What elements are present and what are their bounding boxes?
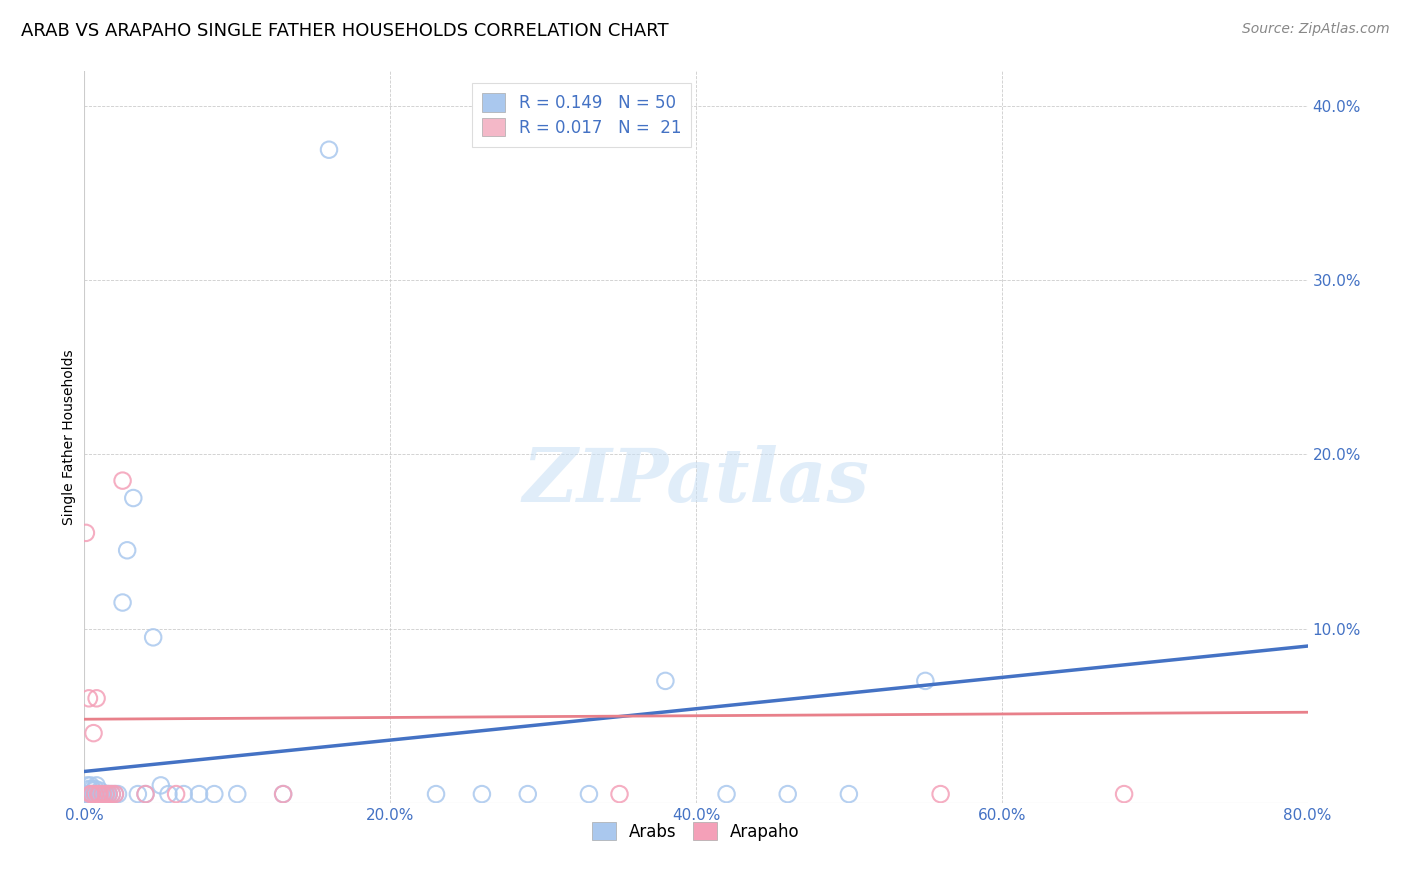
Point	[96, 787, 118, 801]
Point	[111, 595, 134, 609]
Legend: Arabs, Arapaho: Arabs, Arapaho	[583, 814, 808, 849]
Point	[77, 787, 100, 801]
Point	[83, 787, 105, 801]
Point	[79, 787, 101, 801]
Point	[77, 781, 100, 796]
Point	[115, 543, 138, 558]
Point	[188, 787, 211, 801]
Point	[838, 787, 860, 801]
Point	[89, 787, 111, 801]
Point	[89, 787, 111, 801]
Point	[101, 787, 124, 801]
Point	[173, 787, 195, 801]
Point	[271, 787, 294, 801]
Text: Source: ZipAtlas.com: Source: ZipAtlas.com	[1241, 22, 1389, 37]
Point	[83, 783, 105, 797]
Point	[84, 787, 107, 801]
Point	[111, 474, 134, 488]
Point	[101, 787, 124, 801]
Point	[104, 787, 127, 801]
Point	[80, 781, 103, 796]
Point	[94, 787, 117, 801]
Point	[83, 726, 105, 740]
Text: ZIPatlas: ZIPatlas	[523, 445, 869, 517]
Point	[89, 783, 111, 797]
Point	[107, 787, 129, 801]
Point	[516, 787, 538, 801]
Point	[76, 778, 98, 792]
Point	[79, 778, 101, 792]
Point	[202, 787, 225, 801]
Point	[97, 787, 120, 801]
Point	[318, 143, 340, 157]
Point	[87, 787, 110, 801]
Point	[75, 525, 97, 540]
Y-axis label: Single Father Households: Single Father Households	[62, 350, 76, 524]
Point	[157, 787, 180, 801]
Text: ARAB VS ARAPAHO SINGLE FATHER HOUSEHOLDS CORRELATION CHART: ARAB VS ARAPAHO SINGLE FATHER HOUSEHOLDS…	[21, 22, 669, 40]
Point	[84, 781, 107, 796]
Point	[93, 787, 115, 801]
Point	[149, 778, 172, 792]
Point	[776, 787, 799, 801]
Point	[135, 787, 157, 801]
Point	[80, 787, 103, 801]
Point	[97, 787, 120, 801]
Point	[654, 673, 676, 688]
Point	[271, 787, 294, 801]
Point	[471, 787, 494, 801]
Point	[929, 787, 952, 801]
Point	[86, 691, 108, 706]
Point	[226, 787, 249, 801]
Point	[609, 787, 631, 801]
Point	[135, 787, 157, 801]
Point	[91, 787, 114, 801]
Point	[86, 787, 108, 801]
Point	[84, 787, 107, 801]
Point	[165, 787, 187, 801]
Point	[425, 787, 447, 801]
Point	[94, 787, 117, 801]
Point	[90, 787, 112, 801]
Point	[914, 673, 936, 688]
Point	[127, 787, 149, 801]
Point	[104, 787, 127, 801]
Point	[122, 491, 145, 505]
Point	[578, 787, 600, 801]
Point	[91, 787, 114, 801]
Point	[142, 631, 165, 645]
Point	[716, 787, 738, 801]
Point	[77, 691, 100, 706]
Point	[86, 778, 108, 792]
Point	[87, 787, 110, 801]
Point	[75, 787, 97, 801]
Point	[1114, 787, 1136, 801]
Point	[80, 787, 103, 801]
Point	[76, 787, 98, 801]
Point	[79, 787, 101, 801]
